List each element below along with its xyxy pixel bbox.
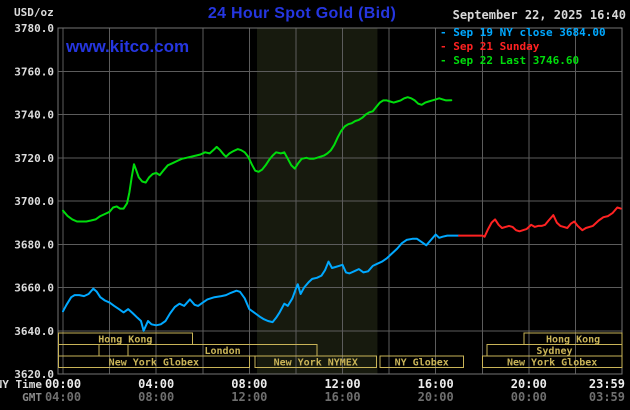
series-line-sep-21-sunday [458,206,622,238]
kitco-watermark-link[interactable]: www.kitco.com [66,37,190,56]
x-tick-ny: 23:59 [589,377,625,391]
session-box-unlabeled [57,344,100,357]
datetime-label: September 22, 2025 16:40 [452,8,626,22]
session-box-new-york-globex [481,355,623,368]
plot-border [57,27,623,375]
session-box-hong-kong [57,332,193,345]
session-box-new-york-nymex [254,355,377,368]
x-tick-ny: 04:00 [138,377,174,391]
session-label-new-york-nymex: New York NYMEX [274,357,358,368]
x-tick-ny: 16:00 [418,377,454,391]
x-tick-gmt: 16:00 [324,390,360,404]
x-tick-ny: 08:00 [231,377,267,391]
legend-item-sep21-sunday: - Sep 21 Sunday [440,40,540,53]
gmt-axis-caption: GMT [22,391,42,404]
y-tick-label: 3760.0 [14,65,54,78]
series-line-sep-19-ny-close [62,233,460,332]
session-label-hong-kong: Hong Kong [546,334,600,345]
x-tick-ny: 12:00 [324,377,360,391]
x-tick-gmt: 08:00 [138,390,174,404]
x-tick-ny: 00:00 [45,377,81,391]
session-label-new-york-globex: New York Globex [507,357,597,368]
y-tick-label: 3660.0 [14,282,54,295]
x-tick-ny: 20:00 [511,377,547,391]
y-tick-label: 3780.0 [14,22,54,35]
session-label-new-york-globex: New York Globex [109,357,199,368]
x-tick-gmt: 04:00 [45,390,81,404]
y-tick-label: 3620.0 [14,368,54,381]
chart-title: 24 Hour Spot Gold (Bid) [207,5,397,22]
y-tick-label: 3700.0 [14,195,54,208]
session-box-new-york-globex [57,355,250,368]
y-tick-label: 3640.0 [14,325,54,338]
series-line-sep-22-last [62,96,453,223]
y-tick-label: 3740.0 [14,109,54,122]
legend-item-sep22-last: - Sep 22 Last 3746.60 [440,54,580,67]
x-tick-gmt: 12:00 [231,390,267,404]
chart-legend: - Sep 19 NY close 3684.00 - Sep 21 Sunda… [440,26,606,68]
x-tick-gmt: 20:00 [418,390,454,404]
session-box-ny-globex [379,355,465,368]
legend-item-sep19-close: - Sep 19 NY close 3684.00 [440,26,606,39]
y-tick-label: 3720.0 [14,152,54,165]
ny-time-axis-caption: NY Time [0,378,42,391]
session-label-london: London [204,346,240,357]
x-tick-gmt: 00:00 [511,390,547,404]
session-label-ny-globex: NY Globex [395,357,449,368]
y-axis-unit-label: USD/oz [14,6,54,19]
session-label-sydney: Sydney [536,346,572,357]
y-tick-label: 3680.0 [14,238,54,251]
x-tick-gmt: 03:59 [589,390,625,404]
session-label-hong-kong: Hong Kong [98,334,152,345]
